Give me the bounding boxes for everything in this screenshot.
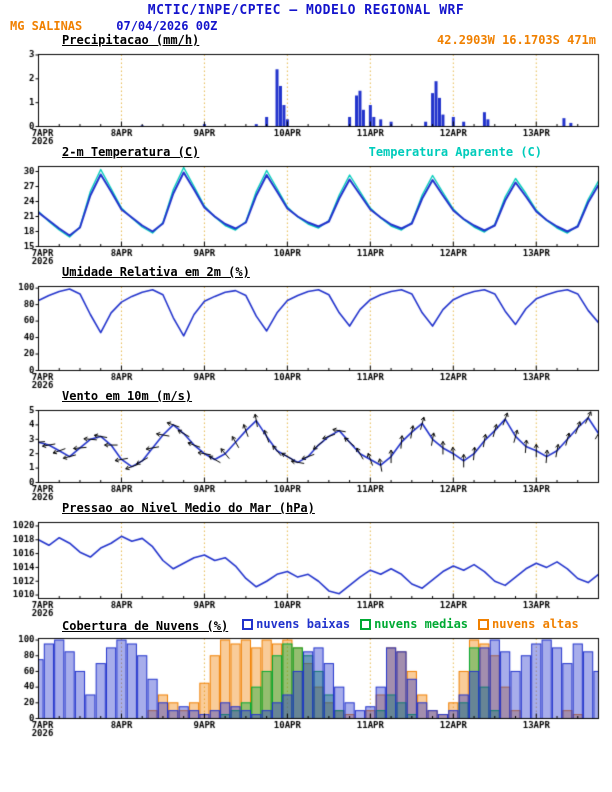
legend-item-high-clouds: nuvens altas (478, 617, 579, 631)
panel-title-row-pres: Pressao ao Nivel Medio do Mar (hPa) (0, 501, 612, 517)
legend-label-mid: nuvens medias (374, 617, 469, 631)
panel-title-row-precip: Precipitacao (mm/h) 42.2903W 16.1703S 47… (0, 33, 612, 49)
panel-title-pres: Pressao ao Nivel Medio do Mar (hPa) (62, 501, 315, 515)
panel-title-row-rh: Umidade Relativa em 2m (%) (0, 265, 612, 281)
legend-label-high: nuvens altas (492, 617, 579, 631)
apparent-temp-label: Temperatura Aparente (C) (368, 145, 542, 159)
panel-title-row-clouds: Cobertura de Nuvens (%) nuvens baixas nu… (0, 617, 612, 633)
header-subtitle-row: MG SALINAS 07/04/2026 00Z (0, 18, 612, 33)
cloud-cover-chart (0, 633, 612, 737)
location-label: 42.2903W 16.1703S 471m (437, 33, 596, 47)
panel-title-precip: Precipitacao (mm/h) (62, 33, 200, 47)
panel-title-rh: Umidade Relativa em 2m (%) (62, 265, 250, 279)
low-clouds-swatch-icon (242, 618, 254, 630)
temperature-chart (0, 161, 612, 265)
page-title: MCTIC/INPE/CPTEC — MODELO REGIONAL WRF (147, 3, 465, 18)
humidity-chart (0, 281, 612, 389)
panel-title-wind: Vento em 10m (m/s) (62, 389, 193, 403)
panel-title-clouds: Cobertura de Nuvens (%) (62, 618, 229, 633)
precipitation-chart (0, 49, 612, 145)
panel-title-row-wind: Vento em 10m (m/s) (0, 389, 612, 405)
legend-item-low-clouds: nuvens baixas (242, 617, 350, 631)
legend-label-low: nuvens baixas (256, 617, 351, 631)
mid-clouds-swatch-icon (360, 618, 372, 630)
run-datetime: 07/04/2026 00Z (116, 19, 218, 33)
panel-title-temp: 2-m Temperatura (C) (62, 145, 200, 159)
cloud-legend: nuvens baixas nuvens medias nuvens altas (242, 617, 579, 631)
wind-chart (0, 405, 612, 501)
panel-title-row-temp: 2-m Temperatura (C) Temperatura Aparente… (0, 145, 612, 161)
pressure-chart (0, 517, 612, 617)
legend-item-mid-clouds: nuvens medias (360, 617, 468, 631)
high-clouds-swatch-icon (478, 618, 490, 630)
station-name: MG SALINAS (10, 19, 83, 33)
